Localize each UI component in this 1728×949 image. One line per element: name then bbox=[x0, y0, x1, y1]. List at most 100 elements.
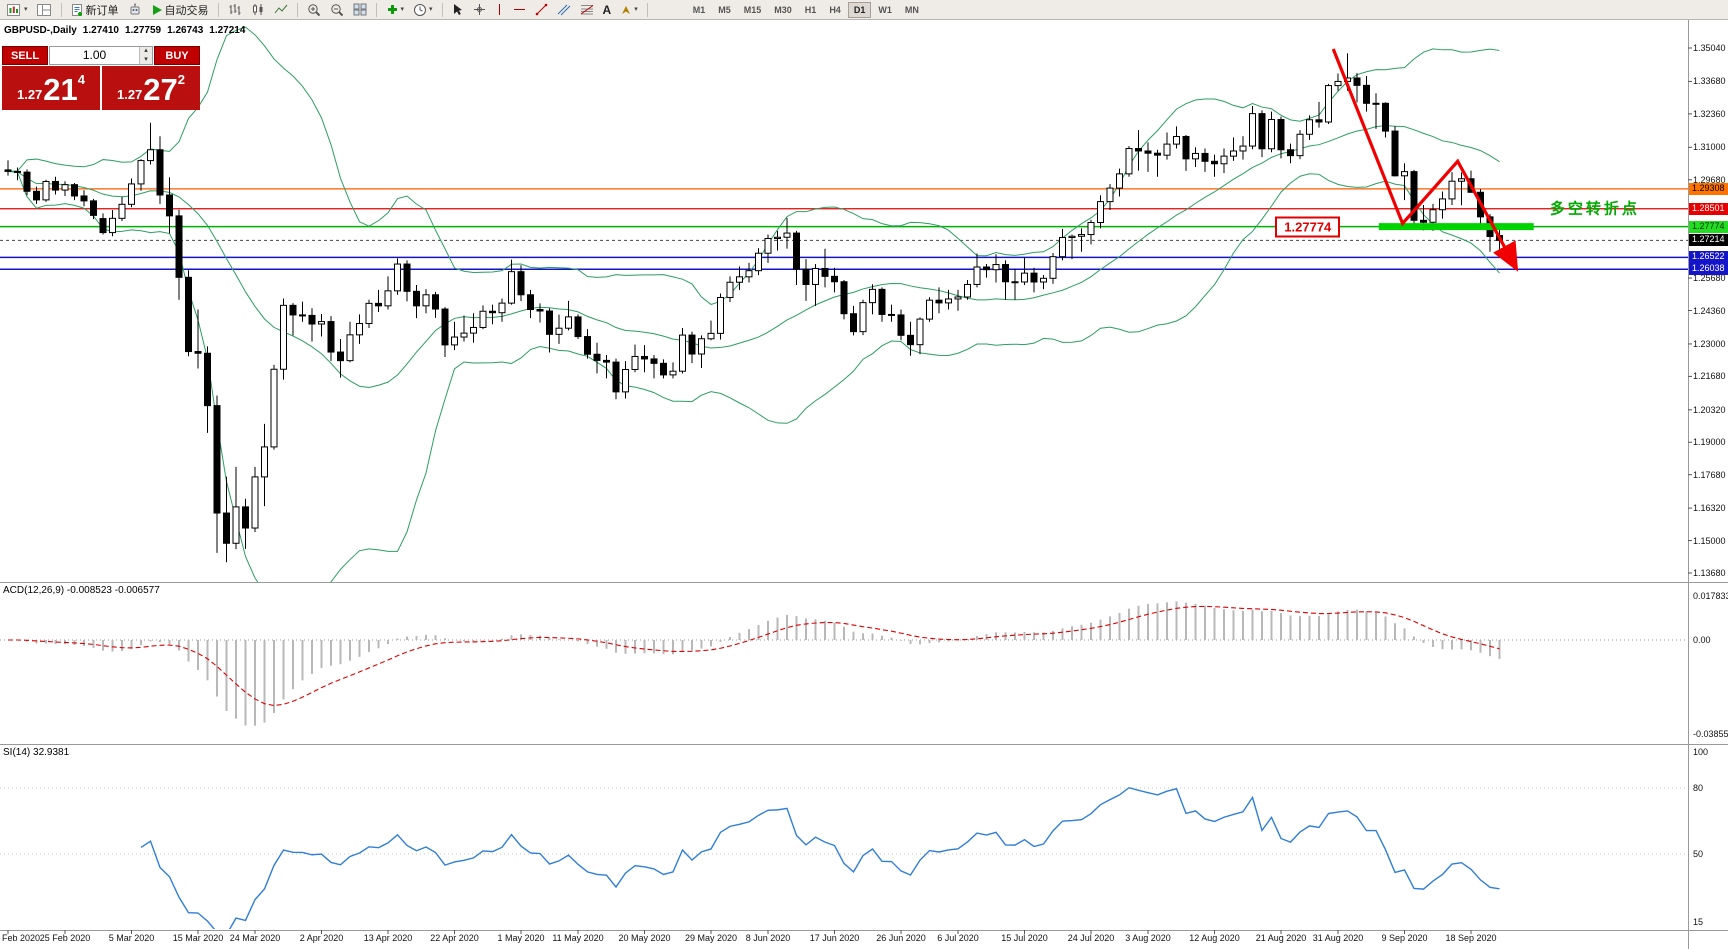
date-axis-label: 17 Jun 2020 bbox=[809, 933, 860, 943]
date-axis-label: 6 Jul 2020 bbox=[937, 933, 979, 943]
timeframe-button-w1[interactable]: W1 bbox=[872, 2, 898, 18]
fibonacci-button[interactable] bbox=[576, 1, 598, 19]
buy-price-sup: 2 bbox=[177, 72, 186, 87]
bar-chart-button[interactable] bbox=[224, 1, 246, 19]
chart-ohlc-header: GBPUSD-,Daily 1.27410 1.27759 1.26743 1.… bbox=[4, 25, 245, 36]
sell-price-big: 21 bbox=[43, 72, 78, 107]
timeframe-button-h1[interactable]: H1 bbox=[799, 2, 823, 18]
sell-price-small: 1.27 bbox=[16, 87, 43, 102]
date-axis-label: 15 Jul 2020 bbox=[1001, 933, 1048, 943]
tile-windows-button[interactable] bbox=[349, 1, 371, 19]
rsi-axis-label: 100 bbox=[1693, 747, 1709, 757]
timeframe-button-m30[interactable]: M30 bbox=[768, 2, 798, 18]
chart-close-value: 1.27214 bbox=[209, 25, 246, 36]
sell-button[interactable]: SELL bbox=[2, 46, 48, 65]
volume-up-icon[interactable]: ▴ bbox=[140, 47, 152, 56]
arrows-tool-button[interactable]: ▾ bbox=[616, 1, 642, 19]
trendline-icon bbox=[535, 3, 547, 16]
buy-price-small: 1.27 bbox=[116, 87, 143, 102]
periods-button[interactable]: ▾ bbox=[409, 1, 437, 19]
channel-button[interactable] bbox=[553, 1, 575, 19]
price-axis-label: 1.16320 bbox=[1693, 503, 1726, 514]
vertical-line-icon bbox=[498, 4, 500, 15]
zoom-out-icon bbox=[330, 3, 343, 16]
price-axis-label: 1.31000 bbox=[1693, 142, 1726, 153]
toolbar-separator bbox=[60, 2, 62, 17]
turning-point-note[interactable]: 多空转折点 bbox=[1549, 200, 1640, 218]
macd-signal-line bbox=[7, 605, 1500, 707]
date-axis-label: 13 Apr 2020 bbox=[363, 933, 413, 943]
price-axis-label: 1.20320 bbox=[1693, 404, 1726, 415]
date-axis-label: 24 Mar 2020 bbox=[229, 933, 281, 943]
date-axis-label: 12 Aug 2020 bbox=[1189, 933, 1240, 943]
horizontal-line-button[interactable] bbox=[509, 1, 530, 19]
buy-button[interactable]: BUY bbox=[154, 46, 200, 65]
new-chart-button[interactable]: ▾ bbox=[3, 1, 32, 19]
buy-price-panel[interactable]: 1.27 27 2 bbox=[102, 66, 200, 110]
toolbar-separator bbox=[296, 2, 298, 17]
chart-canvas[interactable] bbox=[0, 20, 1728, 949]
profiles-icon bbox=[36, 3, 51, 16]
trendline-button[interactable] bbox=[531, 1, 552, 19]
toolbar-separator bbox=[375, 2, 377, 17]
auto-trading-button[interactable]: 自动交易 bbox=[147, 1, 213, 19]
caret-down-icon: ▾ bbox=[634, 5, 638, 13]
date-axis-label: 3 Aug 2020 bbox=[1125, 933, 1171, 943]
rsi-label: SI(14) 32.9381 bbox=[3, 747, 70, 758]
line-chart-icon bbox=[274, 4, 287, 14]
volume-down-icon[interactable]: ▾ bbox=[140, 55, 152, 64]
chart-overlays: 1.35040 1.33680 1.32360 1.31000 1.29680 1.256… bbox=[0, 20, 1728, 949]
rsi-axis-label: 80 bbox=[1693, 783, 1704, 793]
rsi-axis-label: 50 bbox=[1693, 849, 1704, 859]
timeframe-button-mn[interactable]: MN bbox=[899, 2, 925, 18]
candlestick-chart-button[interactable] bbox=[247, 1, 269, 19]
crosshair-button[interactable] bbox=[469, 1, 490, 19]
chart-low-value: 1.26743 bbox=[167, 25, 204, 36]
timeframe-button-m1[interactable]: M1 bbox=[687, 2, 712, 18]
text-tool-button[interactable]: A bbox=[599, 1, 616, 19]
zoom-in-button[interactable] bbox=[303, 1, 325, 19]
zoom-in-icon bbox=[307, 3, 320, 16]
rsi-line bbox=[140, 786, 1500, 929]
toolbar-separator bbox=[646, 2, 648, 17]
profiles-button[interactable] bbox=[33, 1, 56, 19]
vertical-line-button[interactable] bbox=[491, 1, 508, 19]
date-axis-label: 2 Apr 2020 bbox=[299, 933, 344, 943]
line-chart-button[interactable] bbox=[270, 1, 292, 19]
caret-down-icon: ▾ bbox=[429, 5, 433, 13]
expert-advisors-button[interactable] bbox=[124, 1, 146, 19]
timeframe-button-m5[interactable]: M5 bbox=[712, 2, 737, 18]
new-order-label: 新订单 bbox=[85, 4, 119, 17]
candles bbox=[4, 53, 1503, 563]
channel-icon bbox=[557, 4, 570, 16]
one-click-trading-panel: SELL 1.00 ▴ ▾ BUY 1.27 21 4 1.27 27 2 bbox=[2, 46, 200, 110]
new-order-button[interactable]: 新订单 bbox=[67, 1, 123, 19]
price-axis-label: 1.35040 bbox=[1693, 43, 1726, 53]
bollinger-upper-band bbox=[7, 26, 1500, 306]
timeframe-button-d1[interactable]: D1 bbox=[847, 1, 872, 18]
toolbar-separator bbox=[441, 2, 443, 17]
volume-value: 1.00 bbox=[82, 48, 107, 62]
chart-high-value: 1.27759 bbox=[124, 25, 162, 36]
trend-arrow[interactable] bbox=[1331, 48, 1519, 272]
price-level-flag-1.28501: 1.28501 bbox=[1689, 202, 1728, 215]
date-axis-label: 15 Mar 2020 bbox=[172, 933, 224, 943]
date-axis-label: 22 Apr 2020 bbox=[430, 933, 479, 943]
indicators-button[interactable]: ▾ bbox=[382, 1, 409, 19]
crosshair-icon bbox=[473, 4, 485, 15]
timeframe-toolbar: M1 M5 M15 M30 H1 H4 D1 W1 MN bbox=[687, 1, 925, 18]
cursor-button[interactable] bbox=[448, 1, 468, 19]
volume-spinner[interactable]: ▴ ▾ bbox=[139, 47, 152, 64]
timeframe-button-h4[interactable]: H4 bbox=[823, 2, 847, 18]
rsi-axis-label: 15 bbox=[1693, 917, 1704, 927]
timeframe-button-m15[interactable]: M15 bbox=[738, 2, 768, 18]
text-tool-icon: A bbox=[602, 2, 612, 17]
sell-price-panel[interactable]: 1.27 21 4 bbox=[2, 66, 100, 110]
caret-down-icon: ▾ bbox=[24, 5, 28, 13]
zoom-out-button[interactable] bbox=[326, 1, 348, 19]
date-axis-label: 24 Jul 2020 bbox=[1067, 933, 1115, 943]
volume-input[interactable]: 1.00 ▴ ▾ bbox=[49, 46, 153, 65]
candlestick-chart-icon bbox=[252, 4, 263, 15]
new-chart-icon bbox=[7, 3, 20, 16]
support-price-callout[interactable]: 1.27774 bbox=[1275, 216, 1341, 238]
